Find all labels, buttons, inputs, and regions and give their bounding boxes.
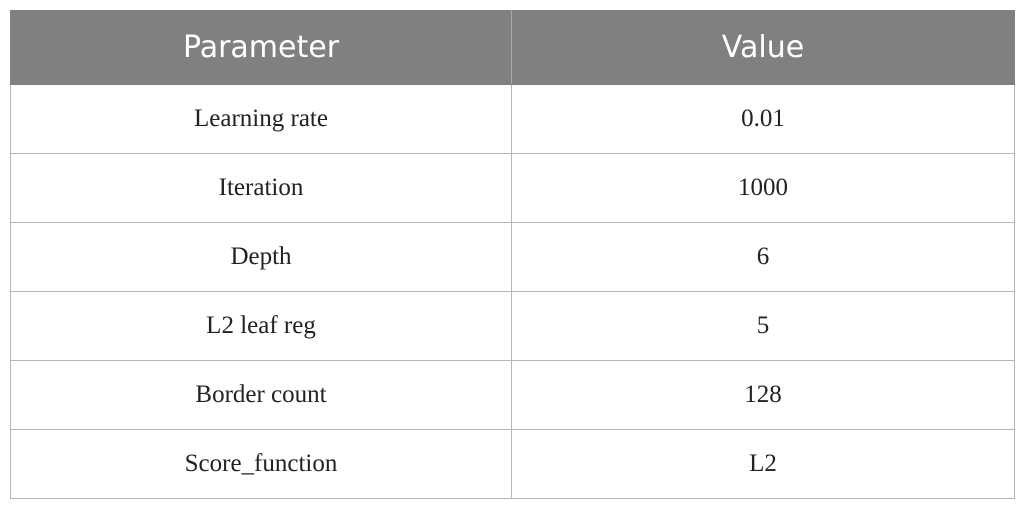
parameter-cell: L2 leaf reg	[10, 291, 512, 361]
parameter-table: Parameter Value Learning rate 0.01 Itera…	[10, 10, 1015, 499]
value-cell: 5	[511, 291, 1015, 361]
header-row: Parameter Value	[10, 10, 1015, 85]
table-row: Iteration 1000	[10, 153, 1015, 223]
table-body: Learning rate 0.01 Iteration 1000 Depth …	[10, 84, 1015, 499]
value-cell: 1000	[511, 153, 1015, 223]
column-header-value: Value	[511, 10, 1015, 85]
table-header: Parameter Value	[10, 10, 1015, 85]
value-cell: 128	[511, 360, 1015, 430]
table-row: Score_function L2	[10, 429, 1015, 499]
table-row: Learning rate 0.01	[10, 84, 1015, 154]
parameter-cell: Border count	[10, 360, 512, 430]
parameter-cell: Iteration	[10, 153, 512, 223]
parameter-cell: Depth	[10, 222, 512, 292]
parameter-cell: Learning rate	[10, 84, 512, 154]
table-row: L2 leaf reg 5	[10, 291, 1015, 361]
table-row: Depth 6	[10, 222, 1015, 292]
parameter-cell: Score_function	[10, 429, 512, 499]
value-cell: 0.01	[511, 84, 1015, 154]
table-row: Border count 128	[10, 360, 1015, 430]
value-cell: 6	[511, 222, 1015, 292]
value-cell: L2	[511, 429, 1015, 499]
parameter-table-container: Parameter Value Learning rate 0.01 Itera…	[10, 10, 1015, 499]
column-header-parameter: Parameter	[10, 10, 512, 85]
